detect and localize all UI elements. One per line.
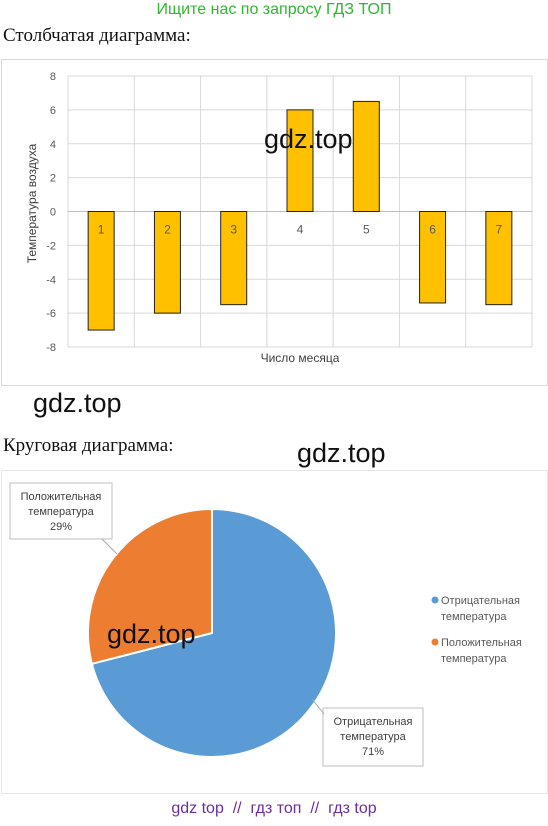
x-axis-label: Число месяца: [261, 351, 340, 365]
pie-slice: [87, 507, 213, 666]
x-tick-label: 6: [429, 223, 436, 237]
data-label-box: [9, 482, 113, 540]
data-label-name: температура: [28, 506, 94, 518]
pie-chart-frame: Положительная температура 29% Отрицательная…: [1, 470, 548, 794]
bar-chart-title: Столбчатая диаграмма:: [3, 25, 191, 46]
data-label-name: температура: [340, 731, 406, 743]
y-tick-label: -6: [46, 308, 56, 320]
data-label-percent: 29%: [50, 521, 72, 533]
y-tick-label: 0: [50, 207, 56, 219]
bar-chart-frame: 8 6 4 2 0 -2 -4 -6 -8 1 2 3 4 5 6 7 Число месяца Температ…: [1, 59, 548, 386]
y-tick-label: -8: [46, 342, 56, 354]
footer-link-gdz-top-cyr[interactable]: гдз топ: [250, 800, 302, 817]
watermark-pie: gdz.top: [107, 619, 196, 649]
bar: [419, 211, 447, 304]
y-tick-label: -2: [46, 240, 56, 252]
bar-chart: 8 6 4 2 0 -2 -4 -6 -8 1 2 3 4 5 6 7 Число месяца Температ…: [25, 71, 533, 365]
x-tick-label: 1: [98, 223, 105, 237]
legend-marker: [431, 638, 439, 646]
bar: [286, 109, 314, 212]
legend-label: Положительная: [441, 637, 522, 649]
legend-label: Отрицательная: [441, 595, 520, 607]
pie-chart: Положительная температура 29% Отрицательная…: [9, 482, 522, 767]
legend-label: температура: [441, 611, 507, 623]
footer-link-gdz-top-mixed[interactable]: гдз top: [328, 800, 377, 817]
bar: [352, 100, 380, 212]
watermark-2: gdz.top: [297, 438, 386, 468]
bar: [220, 211, 248, 306]
watermark-chart: gdz.top: [264, 124, 353, 154]
leader-line: [311, 698, 325, 715]
bar: [153, 211, 181, 314]
x-tick-label: 4: [297, 223, 304, 237]
bar: [485, 211, 513, 306]
data-label-name: Положительная: [21, 491, 102, 503]
x-tick-label: 7: [496, 223, 503, 237]
x-tick-label: 2: [164, 223, 171, 237]
footer-link-gdz-top[interactable]: gdz top: [171, 800, 224, 817]
bar: [87, 211, 115, 331]
y-axis-label: Температура воздуха: [25, 143, 39, 263]
y-tick-label: 8: [50, 71, 56, 83]
x-tick-label: 3: [230, 223, 237, 237]
x-tick-label: 5: [363, 223, 370, 237]
legend-marker: [431, 596, 439, 604]
data-label-percent: 71%: [362, 746, 384, 758]
footer-separator: //: [232, 800, 242, 817]
y-tick-label: 6: [50, 105, 56, 117]
y-tick-label: 4: [50, 139, 56, 151]
pie-slice: [90, 507, 337, 758]
watermark-1: gdz.top: [33, 388, 122, 418]
y-tick-label: 2: [50, 173, 56, 185]
pie-chart-title: Круговая диаграмма:: [3, 435, 174, 456]
y-tick-label: -4: [46, 274, 56, 286]
leader-line: [101, 538, 118, 555]
footer-separator: //: [310, 800, 320, 817]
legend-label: температура: [441, 653, 507, 665]
data-label-name: Отрицательная: [334, 716, 413, 728]
footer-links: gdz top // гдз топ // гдз top: [0, 800, 548, 818]
top-banner: Ищите нас по запросу ГДЗ ТОП: [156, 1, 392, 18]
data-label-box: [322, 707, 424, 767]
